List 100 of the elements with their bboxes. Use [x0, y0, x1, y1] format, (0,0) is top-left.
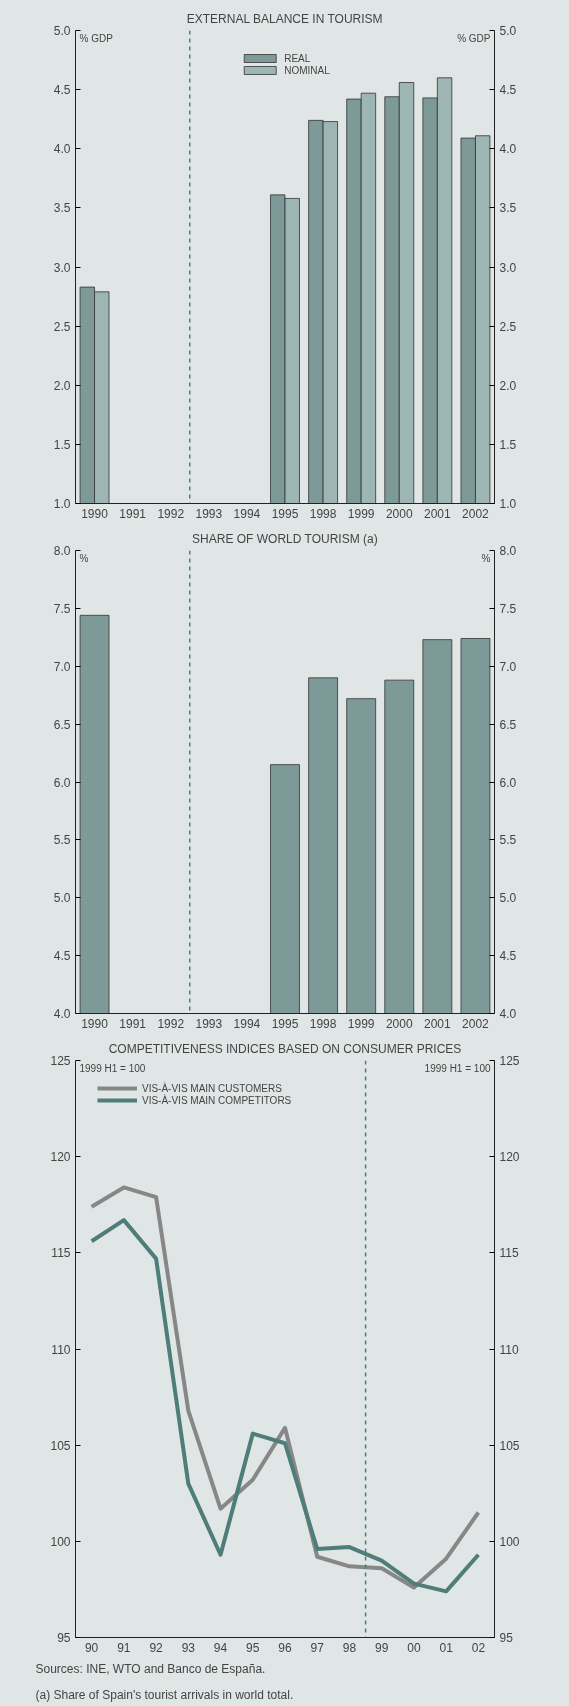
- x-tick-label: 1992: [157, 506, 185, 521]
- y2-tick-label: 1.0: [499, 497, 517, 511]
- x-tick-label: 95: [246, 1640, 260, 1655]
- x-tick-label: 98: [342, 1640, 357, 1655]
- x-tick-label: 2001: [424, 1016, 452, 1031]
- y-tick-label: 7.0: [53, 659, 71, 674]
- y-tick-label: 5.0: [53, 891, 71, 906]
- x-tick-label: 2002: [462, 1016, 490, 1031]
- x-tick-label: 92: [149, 1640, 164, 1655]
- y-tick-label: 105: [50, 1438, 71, 1453]
- y-tick-label: 4.0: [53, 142, 71, 157]
- y-tick-label: 6.0: [53, 775, 71, 790]
- y2-tick-label: 4.0: [499, 1007, 517, 1021]
- y2-tick-label: 7.5: [499, 601, 517, 616]
- y-tick-label: 2.0: [53, 378, 71, 393]
- x-tick-label: 2001: [424, 506, 452, 521]
- x-tick-label: 1990: [81, 1016, 109, 1031]
- y-axis-title: 1999 H1 = 100: [79, 1062, 146, 1074]
- x-tick-label: 2000: [385, 1016, 413, 1031]
- y2-tick-label: 3.0: [499, 260, 517, 275]
- y-tick-label: 4.0: [53, 1007, 71, 1021]
- y2-tick-label: 5.5: [499, 833, 517, 848]
- x-tick-label: 99: [375, 1640, 389, 1655]
- chart-title: COMPETITIVENESS INDICES BASED ON CONSUMER PRICES: [108, 1041, 462, 1056]
- x-tick-label: 1992: [157, 1016, 185, 1031]
- chart-title: SHARE OF WORLD TOURISM (a): [192, 531, 378, 546]
- x-tick-label: 1998: [309, 1016, 337, 1031]
- x-tick-label: 1990: [81, 506, 109, 521]
- chart-title: EXTERNAL BALANCE IN TOURISM: [186, 11, 383, 26]
- y2-tick-label: 7.0: [499, 659, 517, 674]
- x-tick-label: 94: [213, 1640, 228, 1655]
- x-tick-label: 1999: [347, 1016, 375, 1031]
- y2-axis-title: %: [481, 552, 491, 564]
- y-tick-label: 110: [51, 1342, 71, 1357]
- y2-tick-label: 115: [499, 1246, 519, 1261]
- y2-tick-label: 110: [499, 1342, 519, 1357]
- x-tick-label: 1994: [233, 506, 261, 521]
- y2-axis-title: 1999 H1 = 100: [424, 1062, 491, 1074]
- x-tick-label: 1995: [271, 506, 299, 521]
- x-tick-label: 96: [278, 1640, 292, 1655]
- y-tick-label: 115: [51, 1246, 71, 1261]
- y-tick-label: 100: [50, 1534, 71, 1549]
- y-tick-label: 4.5: [53, 83, 71, 98]
- y-tick-label: 4.5: [53, 949, 71, 964]
- y-tick-label: 2.5: [53, 319, 71, 334]
- y2-tick-label: 6.5: [499, 717, 517, 732]
- y2-tick-label: 5.0: [499, 24, 517, 38]
- legend-label: NOMINAL: [284, 64, 330, 76]
- x-tick-label: 1994: [233, 1016, 261, 1031]
- source-note: Sources: INE, WTO and Banco de España.: [35, 1661, 266, 1676]
- x-tick-label: 1998: [309, 506, 337, 521]
- y2-axis-title: % GDP: [457, 32, 491, 44]
- y2-tick-label: 120: [499, 1150, 520, 1165]
- x-tick-label: 90: [84, 1640, 99, 1655]
- x-tick-label: 02: [471, 1640, 486, 1655]
- y-tick-label: 3.5: [53, 201, 71, 216]
- x-tick-label: 00: [407, 1640, 421, 1655]
- y-tick-label: 125: [50, 1054, 71, 1068]
- x-tick-label: 1993: [195, 1016, 223, 1031]
- y2-tick-label: 4.5: [499, 83, 517, 98]
- y2-tick-label: 1.5: [499, 437, 517, 452]
- y-tick-label: 8.0: [53, 544, 71, 558]
- y2-tick-label: 3.5: [499, 201, 517, 216]
- y2-tick-label: 5.0: [499, 891, 517, 906]
- y2-tick-label: 8.0: [499, 544, 517, 558]
- legend-label: VIS-À-VIS MAIN CUSTOMERS: [142, 1082, 282, 1094]
- x-tick-label: 93: [181, 1640, 196, 1655]
- x-tick-label: 1991: [119, 1016, 147, 1031]
- y-tick-label: 5.0: [53, 24, 71, 38]
- x-tick-label: 91: [117, 1640, 131, 1655]
- y-tick-label: 3.0: [53, 260, 71, 275]
- y2-tick-label: 100: [499, 1534, 520, 1549]
- x-tick-label: 2002: [462, 506, 490, 521]
- y2-tick-label: 4.0: [499, 142, 517, 157]
- y-tick-label: 95: [57, 1631, 71, 1645]
- y2-tick-label: 105: [499, 1438, 520, 1453]
- x-tick-label: 1999: [347, 506, 375, 521]
- y2-tick-label: 4.5: [499, 949, 517, 964]
- x-tick-label: 2000: [385, 506, 413, 521]
- x-tick-label: 97: [310, 1640, 325, 1655]
- x-tick-label: 1993: [195, 506, 223, 521]
- legend-label: REAL: [284, 52, 311, 64]
- y2-tick-label: 125: [499, 1054, 520, 1068]
- x-tick-label: 1991: [119, 506, 147, 521]
- y-tick-label: 1.5: [53, 437, 71, 452]
- x-tick-label: 1995: [271, 1016, 299, 1031]
- y-tick-label: 6.5: [53, 717, 71, 732]
- y2-tick-label: 95: [499, 1631, 514, 1645]
- y2-tick-label: 2.5: [499, 319, 517, 334]
- y-tick-label: 7.5: [53, 601, 71, 616]
- y2-tick-label: 2.0: [499, 378, 517, 393]
- text: (a) Share of Spain's tourist arrivals in world total.: [35, 1687, 294, 1702]
- y-tick-label: 120: [50, 1150, 71, 1165]
- y-tick-label: 5.5: [53, 833, 71, 848]
- x-tick-label: 01: [439, 1640, 454, 1655]
- y-axis-title: % GDP: [79, 32, 114, 44]
- y-axis-title: %: [79, 552, 89, 564]
- y2-tick-label: 6.0: [499, 775, 517, 790]
- legend-label: VIS-À-VIS MAIN COMPETITORS: [142, 1094, 292, 1106]
- y-tick-label: 1.0: [53, 497, 71, 511]
